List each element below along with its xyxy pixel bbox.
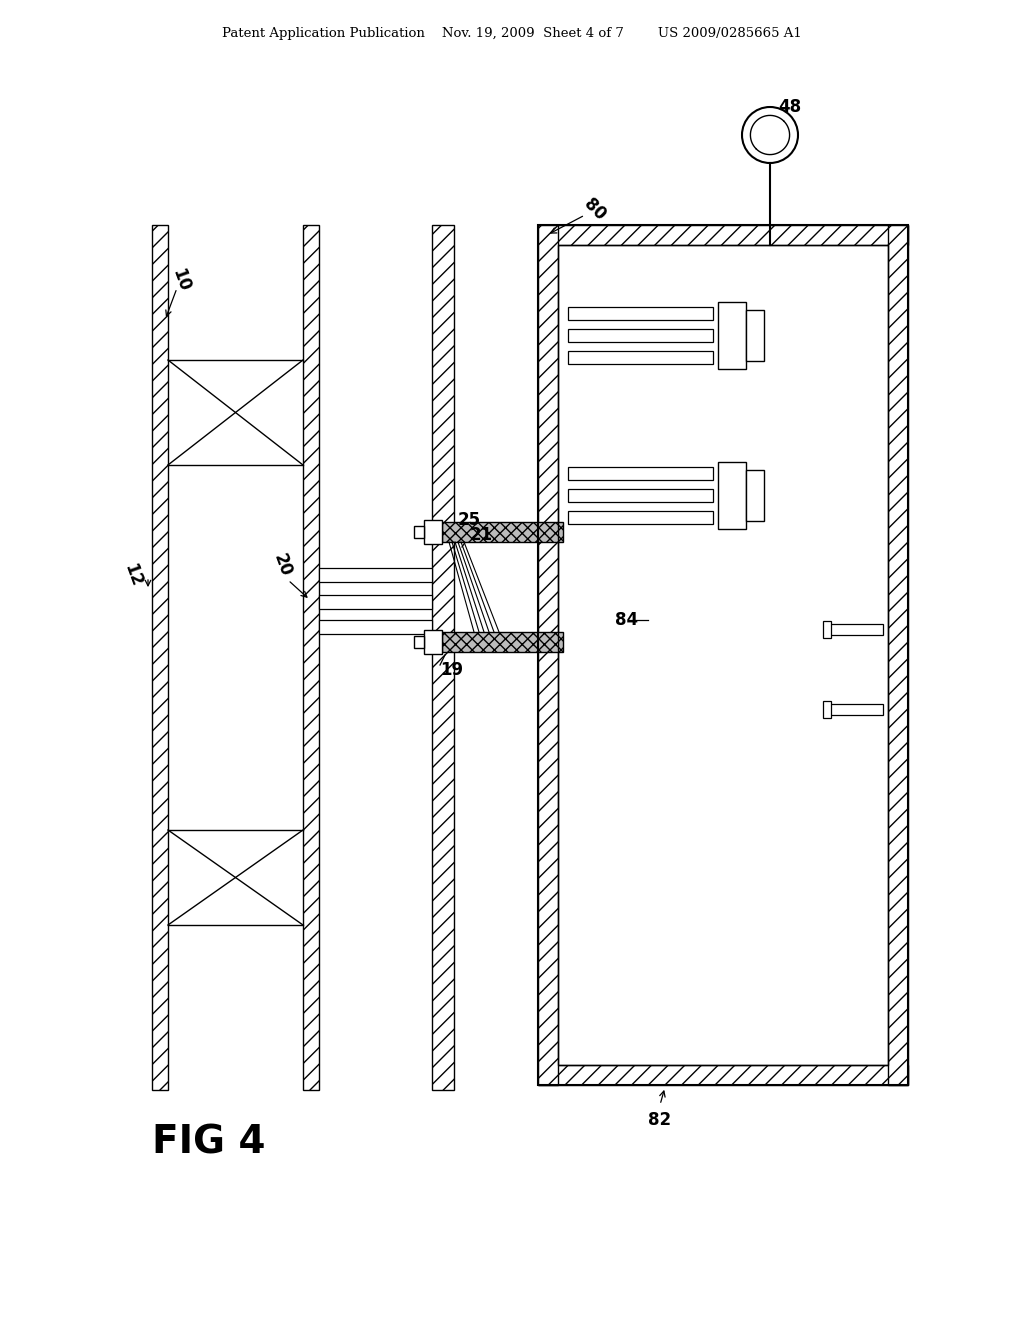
Bar: [558, 246, 888, 1065]
Bar: [319, 620, 432, 634]
Bar: [319, 568, 432, 582]
Bar: [746, 470, 764, 521]
Bar: [319, 595, 432, 609]
Bar: [568, 351, 713, 364]
Bar: [718, 302, 746, 370]
Text: 10: 10: [168, 267, 193, 294]
Text: 48: 48: [778, 98, 801, 116]
Text: 12: 12: [120, 561, 144, 589]
Bar: [414, 525, 424, 539]
Text: FIG 4: FIG 4: [152, 1123, 265, 1162]
Bar: [424, 630, 442, 653]
Bar: [568, 467, 713, 480]
Bar: [424, 520, 442, 544]
Bar: [568, 329, 713, 342]
Bar: [828, 624, 883, 635]
Bar: [823, 701, 831, 718]
Bar: [303, 224, 319, 1090]
Bar: [568, 308, 713, 319]
Text: 25: 25: [458, 511, 481, 529]
Text: 82: 82: [648, 1111, 671, 1129]
Bar: [442, 521, 563, 543]
Bar: [538, 1065, 908, 1085]
Bar: [828, 704, 883, 715]
Bar: [442, 632, 563, 652]
Text: 84: 84: [615, 611, 638, 630]
Bar: [568, 511, 713, 524]
Text: 21: 21: [470, 525, 494, 544]
Text: 20: 20: [270, 550, 295, 579]
Text: 19: 19: [440, 661, 463, 678]
Bar: [414, 636, 424, 648]
Bar: [718, 462, 746, 529]
Bar: [538, 224, 908, 1085]
Bar: [746, 310, 764, 360]
Bar: [432, 224, 454, 1090]
Bar: [152, 224, 168, 1090]
Bar: [568, 488, 713, 502]
Text: 80: 80: [580, 195, 609, 224]
Bar: [888, 224, 908, 1085]
Bar: [823, 620, 831, 638]
Text: Patent Application Publication    Nov. 19, 2009  Sheet 4 of 7        US 2009/028: Patent Application Publication Nov. 19, …: [222, 26, 802, 40]
Bar: [538, 224, 558, 1085]
Bar: [538, 224, 908, 246]
